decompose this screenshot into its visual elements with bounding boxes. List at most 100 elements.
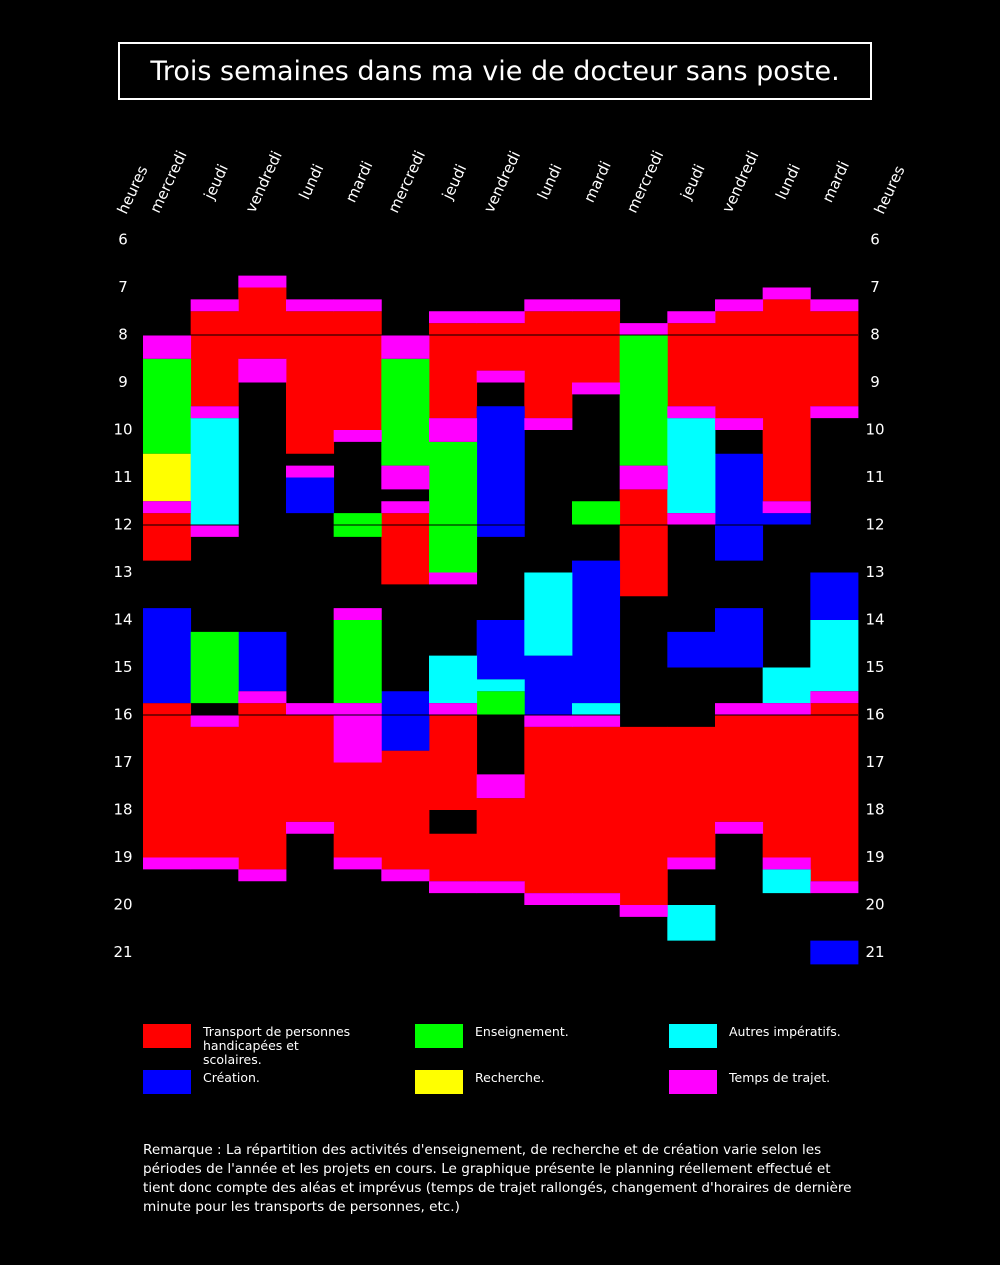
day-label: lundi <box>772 161 804 202</box>
activity-block <box>429 441 478 573</box>
activity-block <box>381 358 430 466</box>
activity-block <box>810 299 859 312</box>
activity-block <box>429 715 478 810</box>
activity-block <box>572 726 621 894</box>
activity-block <box>762 715 811 858</box>
activity-block <box>333 762 382 858</box>
activity-block <box>619 465 668 490</box>
activity-block <box>810 620 859 692</box>
activity-block <box>524 893 573 905</box>
activity-block <box>476 370 525 383</box>
activity-block <box>190 299 239 312</box>
legend-item: Recherche. <box>415 1070 625 1094</box>
y-tick-label: 14 <box>865 611 884 629</box>
activity-block <box>762 287 811 300</box>
activity-block <box>286 465 335 478</box>
activity-block <box>667 726 716 858</box>
y-tick-label: 18 <box>865 801 884 819</box>
y-tick-label: 7 <box>870 278 880 296</box>
y-tick-label: 17 <box>865 753 884 771</box>
activity-block <box>715 608 764 668</box>
legend-swatch <box>143 1024 191 1048</box>
y-tick-label: 15 <box>113 658 132 676</box>
activity-block <box>286 703 335 715</box>
activity-block <box>715 418 764 430</box>
activity-block <box>143 703 192 858</box>
y-tick-label: 6 <box>870 231 880 249</box>
y-tick-label: 12 <box>113 516 132 534</box>
activity-block <box>143 335 192 359</box>
y-tick-label: 10 <box>865 421 884 439</box>
legend-item: Autres impératifs. <box>669 1024 879 1048</box>
y-tick-label: 6 <box>118 231 128 249</box>
activity-block <box>381 513 430 585</box>
y-tick-label: 11 <box>865 468 884 486</box>
activity-block <box>429 311 478 324</box>
activity-block <box>524 655 573 715</box>
y-tick-label: 20 <box>865 896 884 914</box>
day-label: lundi <box>534 161 566 202</box>
legend-label: Temps de trajet. <box>729 1070 831 1085</box>
activity-block <box>143 608 192 704</box>
activity-block <box>762 513 811 525</box>
legend-item: Transport de personnes handicapées et sc… <box>143 1024 353 1067</box>
activity-block <box>286 299 335 312</box>
activity-block <box>238 703 287 870</box>
activity-block <box>333 608 382 620</box>
y-tick-label: 15 <box>865 658 884 676</box>
activity-block <box>524 715 573 727</box>
activity-block <box>810 311 859 407</box>
activity-block <box>190 418 239 525</box>
day-label: jeudi <box>438 161 470 203</box>
activity-block <box>190 631 239 704</box>
y-tick-label: 17 <box>113 753 132 771</box>
activity-block <box>762 501 811 514</box>
activity-block <box>238 631 287 692</box>
activity-block <box>476 679 525 692</box>
activity-block <box>143 358 192 454</box>
activity-block <box>333 857 382 870</box>
activity-block <box>381 691 430 751</box>
activity-block <box>619 726 668 905</box>
activity-block <box>667 311 716 324</box>
activity-block <box>715 311 764 419</box>
activity-block <box>286 477 335 514</box>
legend-item: Création. <box>143 1070 353 1094</box>
activity-block <box>715 715 764 822</box>
activity-block <box>333 620 382 704</box>
activity-block <box>572 311 621 383</box>
activity-block <box>762 667 811 704</box>
y-tick-label: 12 <box>865 516 884 534</box>
activity-block <box>762 869 811 894</box>
day-label: jeudi <box>200 161 232 203</box>
activity-block <box>190 857 239 870</box>
activity-block <box>143 857 192 870</box>
legend-swatch <box>669 1024 717 1048</box>
y-tick-label: 19 <box>865 848 884 866</box>
day-label: mercredi <box>146 148 190 216</box>
y-tick-label: 8 <box>118 326 128 344</box>
activity-block <box>238 869 287 882</box>
activity-block <box>381 501 430 514</box>
activity-block <box>429 655 478 704</box>
legend-swatch <box>415 1024 463 1048</box>
y-tick-label: 16 <box>865 706 884 724</box>
activity-block <box>572 715 621 727</box>
activity-block <box>762 703 811 715</box>
activity-block <box>190 715 239 727</box>
activity-block <box>619 489 668 597</box>
activity-block <box>381 869 430 882</box>
activity-block <box>572 893 621 905</box>
y-tick-label: 13 <box>113 563 132 581</box>
activity-block <box>333 703 382 763</box>
activity-block <box>667 418 716 514</box>
activity-block <box>619 335 668 466</box>
day-label: mardi <box>818 158 853 205</box>
activity-block <box>572 501 621 525</box>
activity-block <box>476 620 525 680</box>
activity-block <box>810 691 859 704</box>
activity-block <box>524 572 573 656</box>
activity-block <box>667 513 716 525</box>
activity-block <box>524 418 573 430</box>
activity-block <box>476 406 525 537</box>
